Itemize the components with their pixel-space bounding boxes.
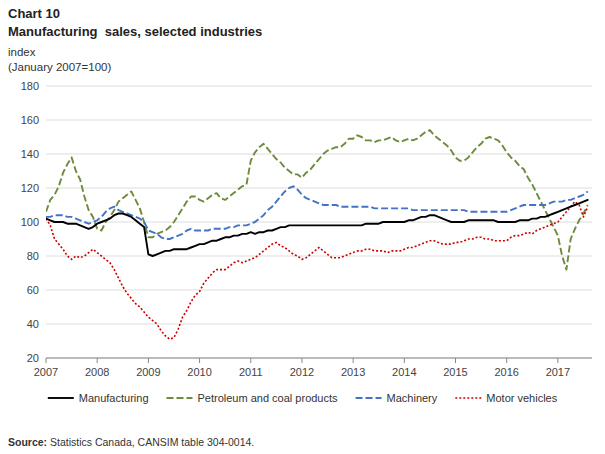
x-tick-label: 2007 <box>34 366 58 378</box>
series-line <box>46 186 588 239</box>
grid <box>46 86 592 358</box>
legend-item: Machinery <box>356 392 438 404</box>
x-tick <box>404 358 405 363</box>
y-tick-label: 80 <box>27 250 39 262</box>
y-tick-label: 100 <box>21 216 39 228</box>
legend-label: Motor vehicles <box>486 392 557 404</box>
grid-line <box>46 154 592 155</box>
subtitle: Manufacturing sales, selected industries <box>8 24 262 39</box>
legend-item: Petroleum and coal products <box>167 392 339 404</box>
grid-line <box>46 188 592 189</box>
x-tick <box>97 358 98 363</box>
series-line <box>46 200 588 256</box>
x-tick <box>199 358 200 363</box>
x-tick <box>506 358 507 363</box>
y-tick-label: 160 <box>21 114 39 126</box>
y-tick-label: 40 <box>27 318 39 330</box>
chart: Chart 10 Manufacturing sales, selected in… <box>0 0 605 454</box>
series-line <box>46 130 588 269</box>
x-tick-label: 2008 <box>85 366 109 378</box>
x-axis-line <box>46 358 592 359</box>
legend-label: Manufacturing <box>79 392 149 404</box>
x-tick-label: 2009 <box>136 366 160 378</box>
lines <box>46 130 588 339</box>
x-tick-label: 2016 <box>494 366 518 378</box>
y-tick-label: 20 <box>27 352 39 364</box>
page: {"chart_data": { "type": "line", "title"… <box>0 0 605 454</box>
x-tick-label: 2017 <box>546 366 570 378</box>
legend-item: Motor vehicles <box>455 392 557 404</box>
grid-line <box>46 324 592 325</box>
x-tick-label: 2010 <box>187 366 211 378</box>
grid-line <box>46 290 592 291</box>
x-tick-label: 2012 <box>290 366 314 378</box>
y-axis-label: (January 2007=100) <box>8 61 111 73</box>
y-tick-label: 140 <box>21 148 39 160</box>
source-note: Source: Statistics Canada, CANSIM table … <box>8 436 254 448</box>
legend-label: Petroleum and coal products <box>198 392 339 404</box>
legend-label: Machinery <box>387 392 438 404</box>
legend-swatch <box>48 397 74 399</box>
x-tick <box>46 358 47 363</box>
x-tick <box>250 358 251 363</box>
grid-line <box>46 120 592 121</box>
x-tick <box>148 358 149 363</box>
y-axis-label: index <box>8 46 36 58</box>
source-note-text: Statistics Canada, CANSIM table 304-0014… <box>47 436 254 448</box>
x-tick <box>455 358 456 363</box>
source-note-label: Source: <box>8 436 47 448</box>
x-tick-label: 2011 <box>239 366 263 378</box>
title: Chart 10 <box>8 6 60 21</box>
x-tick-label: 2014 <box>392 366 416 378</box>
y-tick-label: 180 <box>21 80 39 92</box>
legend-swatch <box>356 397 382 399</box>
x-tick <box>557 358 558 363</box>
x-tick <box>353 358 354 363</box>
x-tick-label: 2015 <box>443 366 467 378</box>
x-tick-label: 2013 <box>341 366 365 378</box>
y-tick-label: 60 <box>27 284 39 296</box>
y-tick-label: 120 <box>21 182 39 194</box>
legend: Manufacturing Petroleum and coal products… <box>48 392 558 404</box>
legend-swatch <box>455 397 481 399</box>
grid-line <box>46 256 592 257</box>
grid-line <box>46 86 592 87</box>
x-tick <box>301 358 302 363</box>
grid-line <box>46 358 592 359</box>
legend-item: Manufacturing <box>48 392 149 404</box>
legend-swatch <box>167 397 193 399</box>
